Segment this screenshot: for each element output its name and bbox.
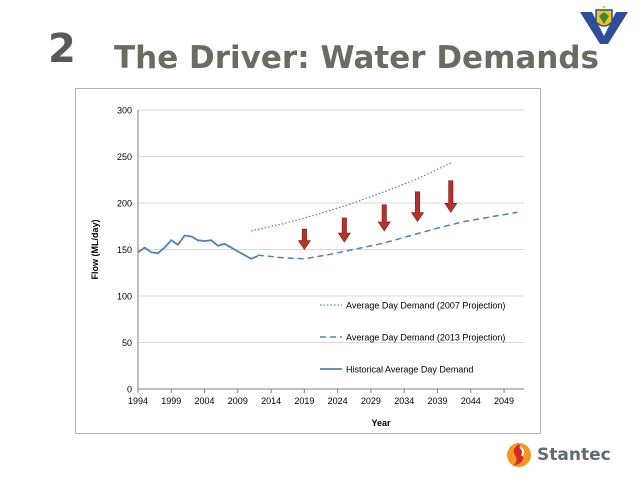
x-tick-label: 2044 xyxy=(461,396,481,406)
x-tick-label: 2034 xyxy=(394,396,414,406)
y-axis-title: Flow (ML/day) xyxy=(90,220,100,280)
legend-label: Historical Average Day Demand xyxy=(346,365,473,375)
y-tick-label: 200 xyxy=(117,199,132,209)
brand-name: Stantec xyxy=(537,445,611,465)
legend-label: Average Day Demand (2013 Projection) xyxy=(346,333,505,343)
stantec-swirl-icon xyxy=(507,443,531,467)
shield-crest-icon xyxy=(580,6,628,44)
x-tick-label: 2009 xyxy=(228,396,248,406)
legend-label: Average Day Demand (2007 Projection) xyxy=(346,301,505,311)
down-arrow-icon xyxy=(337,217,351,243)
x-tick-label: 2014 xyxy=(261,396,281,406)
y-tick-label: 50 xyxy=(122,338,132,348)
x-tick-label: 2019 xyxy=(294,396,314,406)
slide-title: The Driver: Water Demands xyxy=(114,40,600,76)
down-arrow-marker xyxy=(297,228,311,251)
chart-frame: 0 50 100 150 200 250 300 1994 1999 2004 2009 2014 20… xyxy=(75,88,541,434)
x-tick-label: 2049 xyxy=(494,396,514,406)
x-axis-title: Year xyxy=(371,418,391,428)
down-arrow-icon xyxy=(444,180,458,213)
slide-number: 2 xyxy=(48,26,77,72)
down-arrow-icon xyxy=(377,204,391,232)
down-arrow-marker xyxy=(444,180,458,213)
x-tick-label: 1999 xyxy=(161,396,181,406)
series-line-historical-average-day-demand xyxy=(137,234,259,260)
down-arrow-icon xyxy=(410,191,425,223)
y-tick-label: 250 xyxy=(117,152,132,162)
series-line-average-day-demand-2013-projection xyxy=(257,211,518,260)
down-arrow-marker xyxy=(337,217,351,243)
x-tick-label: 1994 xyxy=(128,396,148,406)
down-arrow-marker xyxy=(410,191,425,223)
y-tick-label: 300 xyxy=(117,106,132,116)
x-tick-label: 2029 xyxy=(361,396,381,406)
y-tick-label: 0 xyxy=(127,385,132,395)
down-arrow-icon xyxy=(297,228,311,251)
down-arrow-marker xyxy=(377,204,391,232)
x-tick-label: 2004 xyxy=(195,396,215,406)
demand-chart: 0 50 100 150 200 250 300 1994 1999 2004 2009 2014 20… xyxy=(90,106,524,428)
y-tick-label: 150 xyxy=(117,245,132,255)
x-tick-label: 2024 xyxy=(328,396,348,406)
y-tick-label: 100 xyxy=(117,292,132,302)
x-tick-label: 2039 xyxy=(427,396,447,406)
series-line-average-day-demand-2007-projection xyxy=(250,162,452,232)
brand-logo: Stantec xyxy=(505,441,615,471)
